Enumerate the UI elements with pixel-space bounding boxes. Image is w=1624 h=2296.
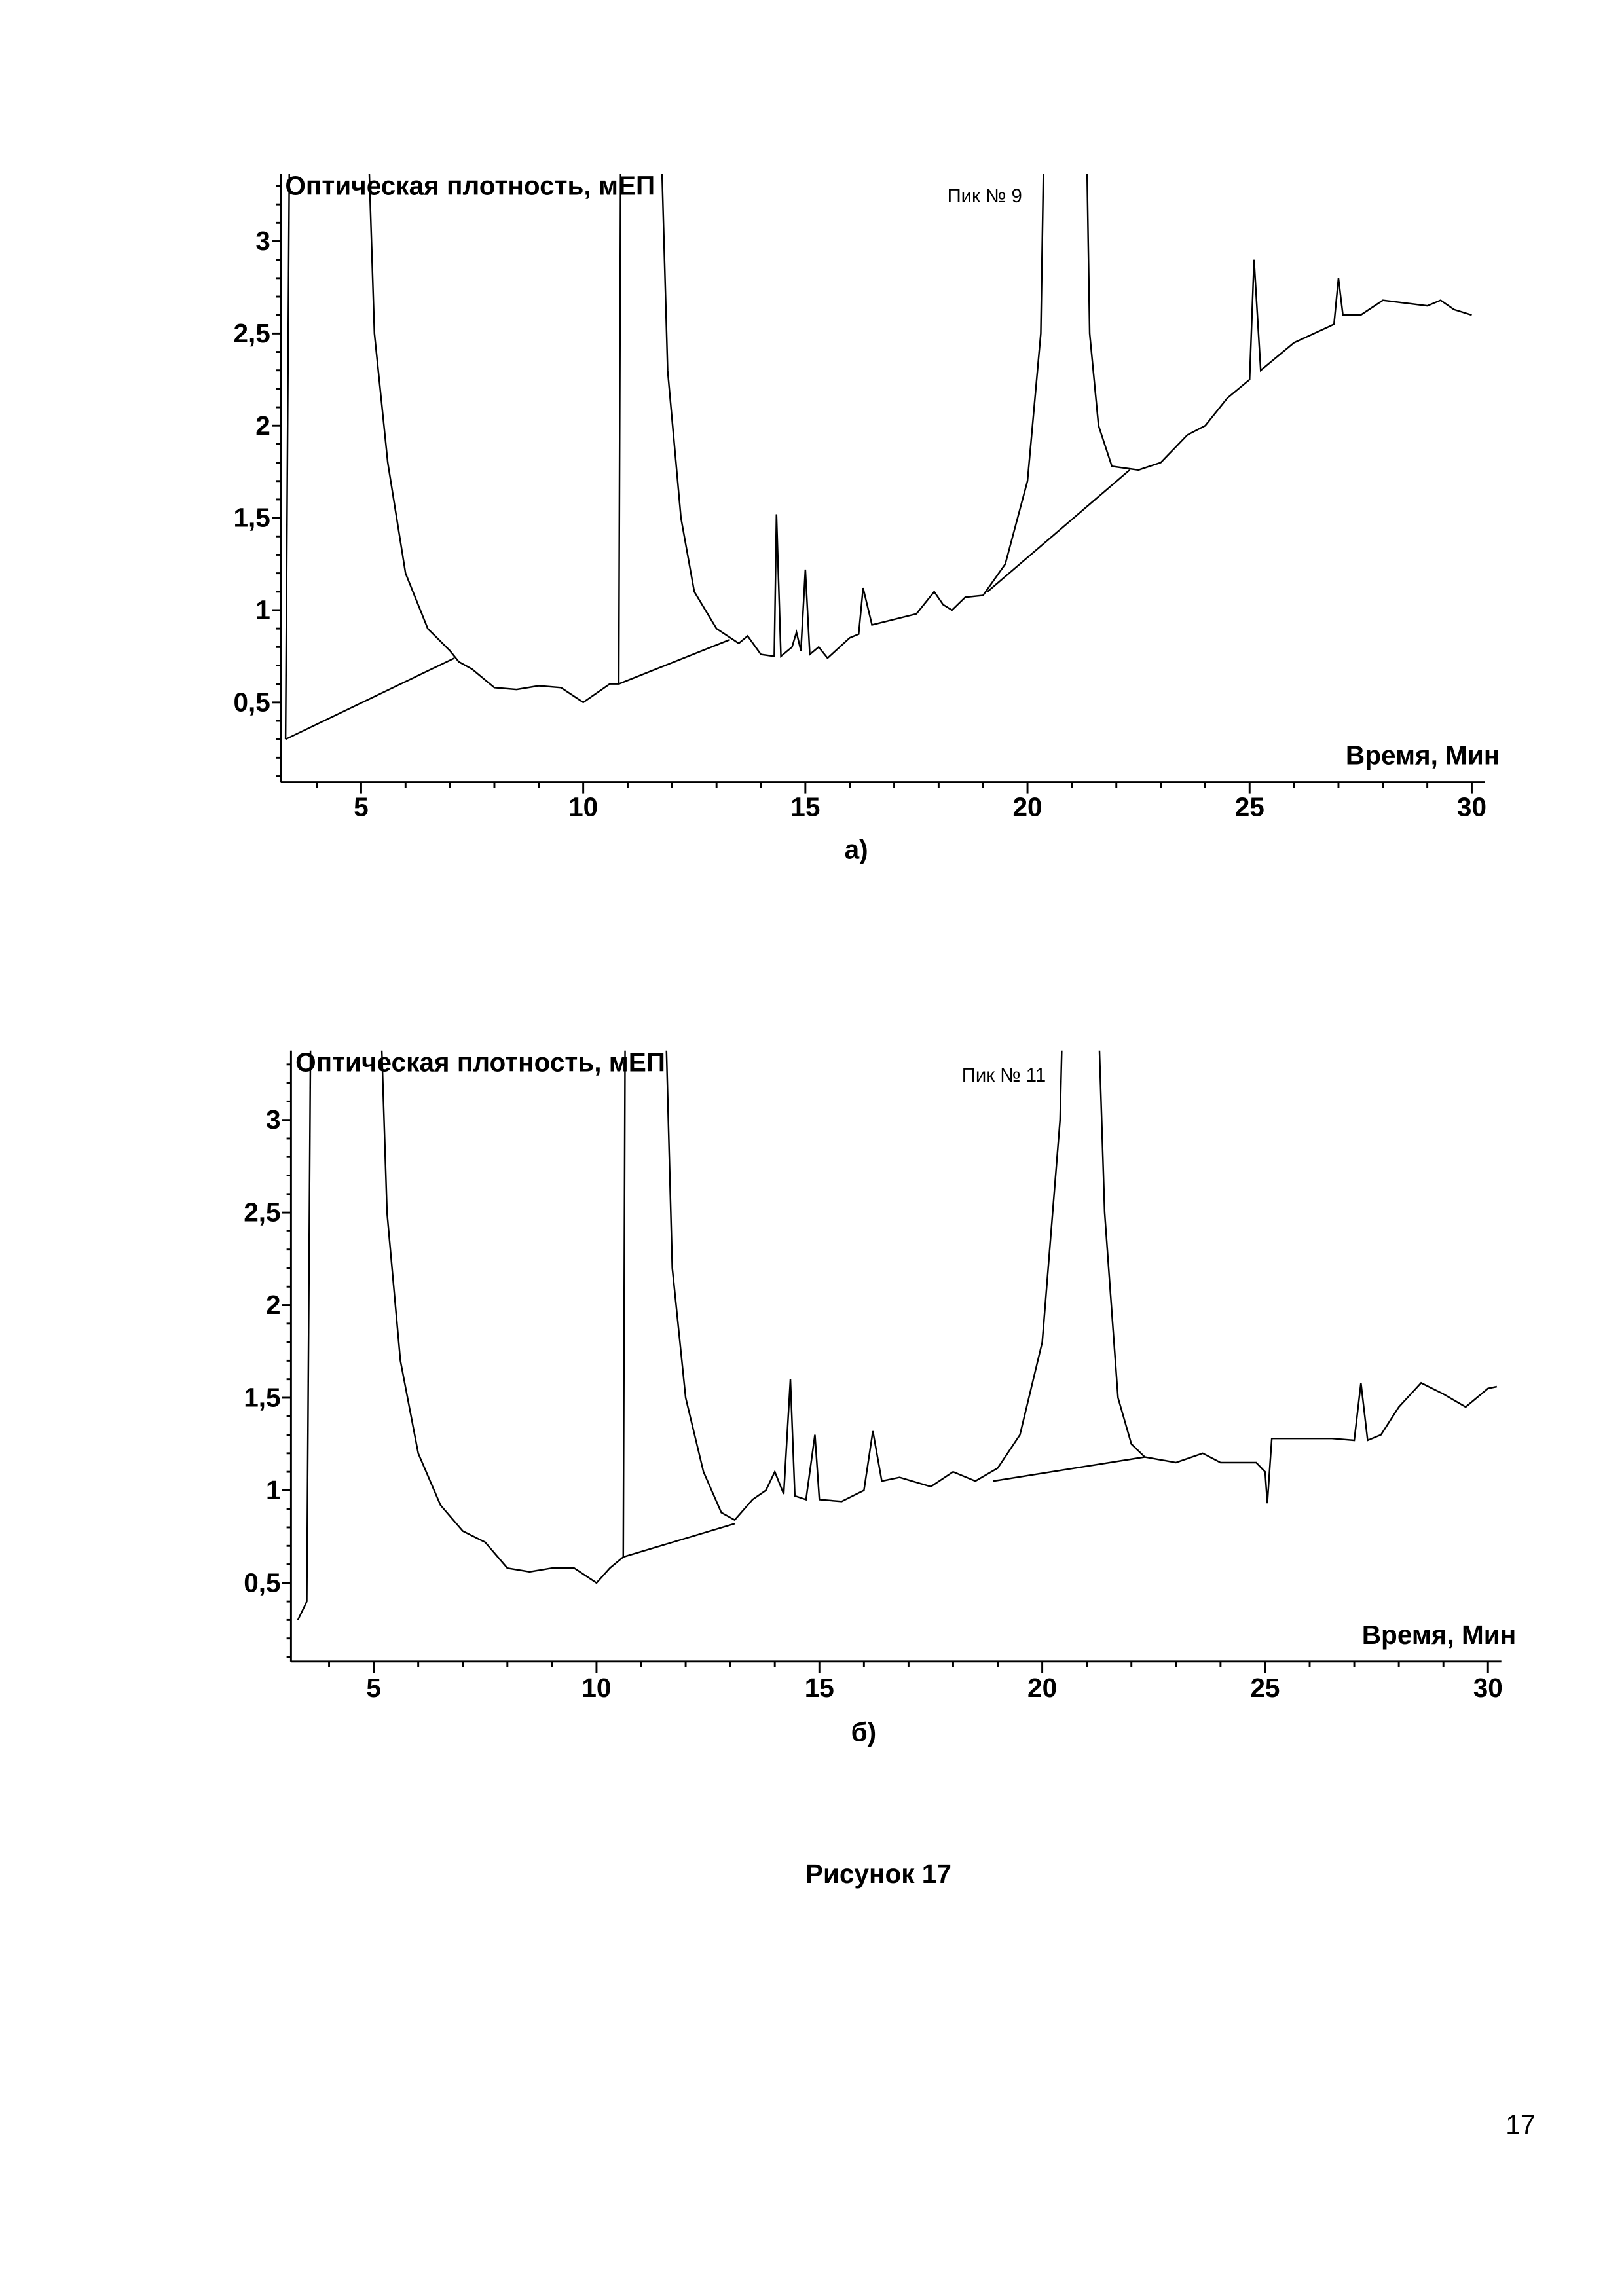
x-tick-label: 30 <box>1457 792 1486 822</box>
plot-area <box>297 1050 1498 1620</box>
x-tick-label: 25 <box>1250 1673 1280 1703</box>
x-axis-title: Время, Мин <box>1362 1620 1516 1650</box>
peak-baseline <box>987 469 1130 592</box>
y-tick-label: 0,5 <box>233 687 270 717</box>
peak-annotation: Пик № 9 <box>948 185 1022 207</box>
series-line-chromatogram <box>284 173 1472 740</box>
y-tick-label: 1 <box>266 1475 281 1505</box>
y-tick-label: 3 <box>266 1104 281 1135</box>
peak-baseline <box>618 638 730 685</box>
peak-baseline <box>623 1523 735 1558</box>
y-tick-label: 1,5 <box>233 503 270 533</box>
panel-label: б) <box>851 1717 877 1747</box>
peak-baseline <box>993 1456 1145 1482</box>
y-axis-title: Оптическая плотность, мЕП <box>285 171 655 201</box>
y-tick-label: 2,5 <box>233 318 270 348</box>
y-tick-label: 3 <box>255 226 270 256</box>
panel-label: а) <box>845 835 868 865</box>
y-tick-label: 2 <box>266 1290 281 1320</box>
x-tick-label: 15 <box>805 1673 834 1703</box>
x-axis-title: Время, Мин <box>1346 740 1500 770</box>
x-tick-label: 20 <box>1013 792 1043 822</box>
x-tick-label: 5 <box>354 792 369 822</box>
x-tick-label: 20 <box>1027 1673 1057 1703</box>
x-tick-label: 25 <box>1235 792 1264 822</box>
series-line-chromatogram <box>297 1050 1498 1620</box>
page-number: 17 <box>1505 2109 1535 2140</box>
x-tick-label: 15 <box>790 792 820 822</box>
figure-caption: Рисунок 17 <box>805 1859 951 1889</box>
x-tick-label: 30 <box>1473 1673 1503 1703</box>
x-tick-label: 10 <box>568 792 598 822</box>
chart-a: 5 10 15 20 25 30 0,5 1 1,5 2 2,5 3 Оптическая плотно… <box>233 171 1500 865</box>
plot-area <box>284 173 1472 740</box>
peak-baseline <box>285 657 455 740</box>
x-tick-label: 5 <box>366 1673 381 1703</box>
peak-annotation: Пик № 11 <box>962 1065 1046 1086</box>
y-tick-label: 0,5 <box>244 1567 280 1597</box>
y-tick-label: 1 <box>255 594 270 625</box>
y-tick-label: 1,5 <box>244 1382 280 1412</box>
y-tick-label: 2 <box>255 410 270 441</box>
chart-b: 5 10 15 20 25 30 0,5 1 1,5 2 2,5 3 Оптическая плотно… <box>244 1047 1516 1747</box>
y-tick-label: 2,5 <box>244 1197 280 1228</box>
x-tick-label: 10 <box>581 1673 611 1703</box>
y-axis-title: Оптическая плотность, мЕП <box>295 1047 665 1077</box>
